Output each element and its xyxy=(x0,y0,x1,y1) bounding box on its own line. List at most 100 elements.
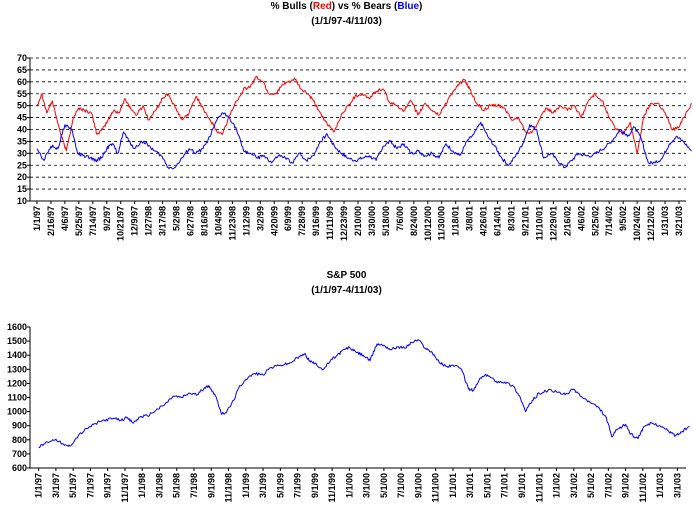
x-tick-label: 3/1/98 xyxy=(154,473,164,498)
x-tick-label: 5/1/00 xyxy=(379,473,389,498)
x-tick-label: 7/1/02 xyxy=(603,473,613,498)
x-tick-label: 5/1/97 xyxy=(68,473,78,498)
x-tick-label: 9/1/99 xyxy=(310,473,320,498)
x-tick-label: 11/1/02 xyxy=(638,473,648,503)
x-tick-label: 1/1/97 xyxy=(34,473,44,498)
x-tick-label: 6/9/99 xyxy=(283,206,293,231)
x-tick-label: 1/1/00 xyxy=(344,473,354,498)
x-tick-label: 11/1/98 xyxy=(224,473,234,503)
x-tick-label: 1/12/99 xyxy=(241,206,251,236)
x-tick-label: 9/1/00 xyxy=(413,473,423,498)
x-tick-label: 3/1/01 xyxy=(465,473,475,498)
x-tick-label: 3/1/97 xyxy=(51,473,61,498)
x-tick-label: 1/1/99 xyxy=(241,473,251,498)
x-tick-label: 5/2/98 xyxy=(172,206,182,231)
x-tick-label: 3/17/98 xyxy=(158,206,168,236)
x-tick-label: 7/28/99 xyxy=(297,206,307,236)
y-tick-label: 10 xyxy=(17,196,27,206)
x-tick-label: 11/1/01 xyxy=(534,473,544,503)
x-tick-label: 5/25/97 xyxy=(74,206,84,236)
y-tick-label: 35 xyxy=(17,136,27,146)
x-tick-label: 1/1/01 xyxy=(448,473,458,498)
y-tick-label: 45 xyxy=(17,113,27,123)
x-tick-label: 12/9/97 xyxy=(130,206,140,236)
x-tick-label: 11/30/00 xyxy=(437,206,447,241)
x-tick-label: 10/24/02 xyxy=(632,206,642,241)
y-tick-label: 1500 xyxy=(7,336,27,346)
y-tick-label: 600 xyxy=(12,463,27,473)
x-tick-label: 3/21/03 xyxy=(674,206,684,236)
y-tick-label: 20 xyxy=(17,172,27,182)
x-tick-label: 11/10/01 xyxy=(534,206,544,241)
y-tick-label: 65 xyxy=(17,65,27,75)
y-tick-label: 15 xyxy=(17,184,27,194)
x-tick-label: 1/27/98 xyxy=(144,206,154,236)
x-tick-label: 12/23/99 xyxy=(339,206,349,241)
x-tick-label: 7/1/97 xyxy=(85,473,95,498)
x-tick-label: 4/6/02 xyxy=(576,206,586,231)
x-tick-label: 2/16/02 xyxy=(562,206,572,236)
x-tick-label: 1/1/98 xyxy=(137,473,147,498)
y-tick-label: 55 xyxy=(17,89,27,99)
top-chart-title: % Bulls (Red) vs % Bears (Blue) xyxy=(270,1,423,12)
y-tick-label: 900 xyxy=(12,421,27,431)
y-tick-label: 1100 xyxy=(7,393,27,403)
x-tick-label: 5/1/98 xyxy=(172,473,182,498)
y-tick-label: 50 xyxy=(17,101,27,111)
x-tick-label: 1/1/02 xyxy=(552,473,562,498)
x-tick-label: 10/4/98 xyxy=(213,206,223,236)
y-tick-label: 60 xyxy=(17,77,27,87)
y-tick-label: 1300 xyxy=(7,364,27,374)
x-tick-label: 5/1/01 xyxy=(482,473,492,498)
x-tick-label: 5/18/00 xyxy=(381,206,391,236)
x-tick-label: 1/18/01 xyxy=(451,206,461,236)
x-tick-label: 9/5/02 xyxy=(618,206,628,231)
x-tick-label: 2/16/97 xyxy=(46,206,56,236)
y-tick-label: 40 xyxy=(17,125,27,135)
x-tick-label: 5/1/99 xyxy=(275,473,285,498)
x-tick-label: 7/6/00 xyxy=(395,206,405,231)
x-tick-label: 9/1/98 xyxy=(206,473,216,498)
y-tick-label: 1200 xyxy=(7,378,27,388)
y-tick-label: 1000 xyxy=(7,407,27,417)
x-tick-label: 6/27/98 xyxy=(186,206,196,236)
x-tick-label: 10/12/00 xyxy=(423,206,433,241)
x-tick-label: 9/1/01 xyxy=(517,473,527,498)
x-tick-label: 3/1/02 xyxy=(569,473,579,498)
x-tick-label: 7/14/02 xyxy=(604,206,614,236)
x-tick-label: 5/1/02 xyxy=(586,473,596,498)
x-tick-label: 1/1/03 xyxy=(655,473,665,498)
x-tick-label: 4/6/97 xyxy=(60,206,70,231)
x-tick-label: 9/21/01 xyxy=(520,206,530,236)
x-tick-label: 3/1/99 xyxy=(258,473,268,498)
title-red-word: Red xyxy=(312,1,332,12)
title-blue-word: Blue xyxy=(397,1,420,12)
y-tick-label: 25 xyxy=(17,160,27,170)
y-tick-label: 30 xyxy=(17,148,27,158)
x-tick-label: 11/1/97 xyxy=(120,473,130,503)
x-tick-label: 1/31/03 xyxy=(660,206,670,236)
x-tick-label: 11/1/00 xyxy=(431,473,441,503)
x-tick-label: 8/16/98 xyxy=(199,206,209,236)
x-tick-label: 10/21/97 xyxy=(116,206,126,241)
y-tick-label: 70 xyxy=(17,53,27,63)
x-tick-label: 11/1/99 xyxy=(327,473,337,503)
bottom-chart-title: S&P 500 xyxy=(326,270,367,281)
x-tick-label: 2/10/00 xyxy=(353,206,363,236)
x-tick-label: 3/2/99 xyxy=(255,206,265,231)
y-tick-label: 700 xyxy=(12,449,27,459)
x-tick-label: 7/14/97 xyxy=(88,206,98,236)
x-tick-label: 5/25/02 xyxy=(590,206,600,236)
y-tick-label: 800 xyxy=(12,435,27,445)
x-tick-label: 7/1/01 xyxy=(500,473,510,498)
x-tick-label: 7/1/99 xyxy=(293,473,303,498)
series-line-bulls xyxy=(36,75,692,154)
x-tick-label: 6/14/01 xyxy=(493,206,503,236)
x-tick-label: 4/20/99 xyxy=(269,206,279,236)
series-line-s-p-500 xyxy=(38,339,690,449)
x-tick-label: 8/24/00 xyxy=(409,206,419,236)
x-tick-label: 11/23/98 xyxy=(227,206,237,241)
x-tick-label: 12/29/01 xyxy=(548,206,558,241)
bottom-chart-subtitle: (1/1/97-4/11/03) xyxy=(311,285,382,296)
y-tick-label: 1400 xyxy=(7,350,27,360)
